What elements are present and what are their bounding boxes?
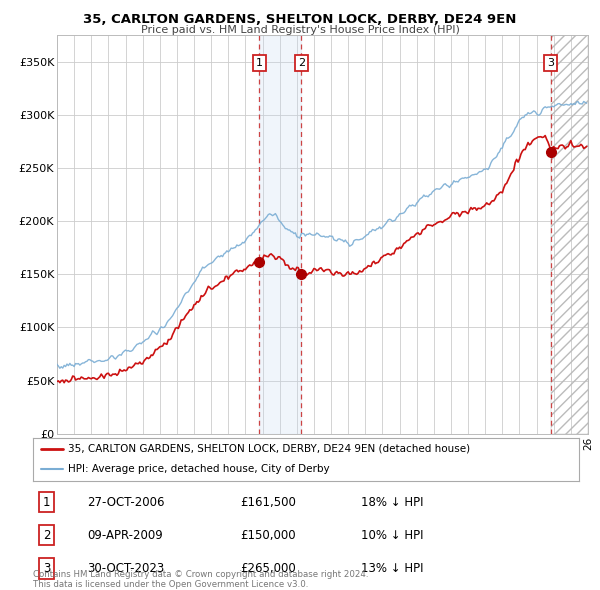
Text: 13% ↓ HPI: 13% ↓ HPI — [361, 562, 423, 575]
Text: 10% ↓ HPI: 10% ↓ HPI — [361, 529, 423, 542]
Text: 3: 3 — [43, 562, 50, 575]
Text: 3: 3 — [547, 58, 554, 68]
Text: Price paid vs. HM Land Registry's House Price Index (HPI): Price paid vs. HM Land Registry's House … — [140, 25, 460, 35]
Text: £265,000: £265,000 — [241, 562, 296, 575]
Text: 09-APR-2009: 09-APR-2009 — [88, 529, 163, 542]
Text: 1: 1 — [43, 496, 50, 509]
Text: Contains HM Land Registry data © Crown copyright and database right 2024.
This d: Contains HM Land Registry data © Crown c… — [33, 570, 368, 589]
Text: 2: 2 — [298, 58, 305, 68]
Text: 35, CARLTON GARDENS, SHELTON LOCK, DERBY, DE24 9EN (detached house): 35, CARLTON GARDENS, SHELTON LOCK, DERBY… — [68, 444, 470, 454]
Text: £150,000: £150,000 — [241, 529, 296, 542]
Text: 27-OCT-2006: 27-OCT-2006 — [88, 496, 165, 509]
Text: HPI: Average price, detached house, City of Derby: HPI: Average price, detached house, City… — [68, 464, 330, 474]
Text: 35, CARLTON GARDENS, SHELTON LOCK, DERBY, DE24 9EN: 35, CARLTON GARDENS, SHELTON LOCK, DERBY… — [83, 13, 517, 26]
Text: 18% ↓ HPI: 18% ↓ HPI — [361, 496, 423, 509]
Bar — [259, 35, 301, 434]
Text: 1: 1 — [256, 58, 263, 68]
Text: 2: 2 — [43, 529, 50, 542]
Text: 30-OCT-2023: 30-OCT-2023 — [88, 562, 165, 575]
Text: £161,500: £161,500 — [241, 496, 296, 509]
